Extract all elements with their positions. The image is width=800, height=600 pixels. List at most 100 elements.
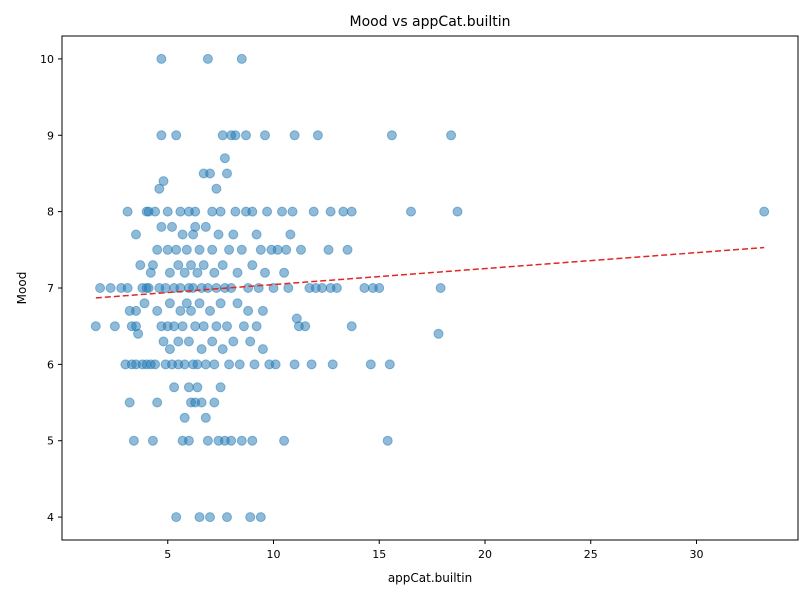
data-point [211, 183, 222, 194]
data-point [171, 244, 182, 255]
data-point [382, 435, 393, 446]
data-point [287, 206, 298, 217]
data-point [209, 267, 220, 278]
data-point [200, 359, 211, 370]
data-point [205, 512, 215, 523]
data-point [285, 229, 296, 240]
data-point [217, 344, 228, 355]
data-point [257, 344, 268, 355]
data-point [183, 435, 194, 446]
data-point [198, 260, 209, 271]
data-point [281, 244, 292, 255]
data-point [251, 229, 262, 240]
data-point [207, 336, 218, 347]
data-point [156, 53, 167, 64]
data-point [228, 336, 239, 347]
data-point [200, 221, 211, 232]
data-point [759, 206, 770, 217]
data-point [245, 336, 256, 347]
data-point [175, 206, 186, 217]
y-tick-label: 7 [47, 282, 54, 295]
data-point [277, 206, 287, 217]
data-point [342, 244, 353, 255]
data-point [162, 206, 173, 217]
data-point [169, 382, 180, 393]
data-point [312, 130, 323, 141]
data-point [190, 321, 201, 332]
data-point [296, 244, 306, 255]
data-point [211, 321, 222, 332]
chart-title: Mood vs appCat.builtin [349, 14, 510, 30]
data-point [192, 359, 203, 370]
data-point [325, 206, 336, 217]
data-point [289, 130, 300, 141]
data-point [90, 321, 101, 332]
data-point [327, 359, 338, 370]
data-point [232, 298, 243, 309]
data-point [202, 435, 213, 446]
data-point [323, 244, 334, 255]
data-point [183, 382, 194, 393]
data-point [109, 321, 120, 332]
data-point [171, 130, 182, 141]
data-point [228, 229, 239, 240]
data-point [190, 221, 201, 232]
data-point [346, 321, 357, 332]
data-point [150, 206, 161, 217]
data-point [247, 260, 258, 271]
data-point [243, 283, 254, 293]
data-point [158, 336, 169, 347]
y-tick-label: 10 [40, 53, 54, 66]
data-point [194, 512, 205, 523]
data-point [236, 435, 247, 446]
data-point [209, 397, 220, 408]
trend-line [95, 246, 765, 299]
data-point [175, 305, 186, 316]
data-point [169, 321, 180, 332]
data-point [338, 206, 349, 217]
data-point [222, 321, 232, 332]
data-point [177, 229, 188, 240]
data-point [215, 298, 226, 309]
data-point [124, 397, 135, 408]
x-tick-label: 10 [266, 548, 280, 561]
data-point [211, 283, 222, 293]
x-tick-label: 30 [689, 548, 703, 561]
data-point [317, 283, 328, 293]
data-point [236, 53, 247, 64]
y-axis-label: Mood [15, 272, 29, 305]
data-point [331, 283, 342, 293]
data-point [243, 305, 254, 316]
data-point [190, 206, 201, 217]
data-point [217, 130, 228, 141]
data-point [162, 244, 173, 255]
data-point [435, 283, 446, 293]
data-point [215, 382, 226, 393]
data-point [143, 283, 154, 293]
data-point [308, 206, 319, 217]
data-point [152, 397, 163, 408]
data-point [238, 321, 249, 332]
data-point [154, 183, 165, 194]
data-point [446, 130, 457, 141]
data-point [173, 260, 184, 271]
data-point [135, 260, 146, 271]
x-tick-label: 25 [584, 548, 598, 561]
data-point [179, 412, 190, 423]
data-point [183, 336, 194, 347]
data-point [289, 359, 300, 370]
data-point [147, 435, 158, 446]
y-tick-label: 8 [47, 206, 54, 219]
data-point [247, 206, 258, 217]
data-point [433, 328, 444, 339]
data-point [196, 344, 207, 355]
data-point [262, 206, 273, 217]
data-point [181, 298, 192, 309]
data-point [192, 267, 203, 278]
data-point [215, 206, 226, 217]
data-point [192, 382, 203, 393]
data-point [260, 130, 270, 141]
data-point [205, 305, 215, 316]
data-point [346, 206, 357, 217]
